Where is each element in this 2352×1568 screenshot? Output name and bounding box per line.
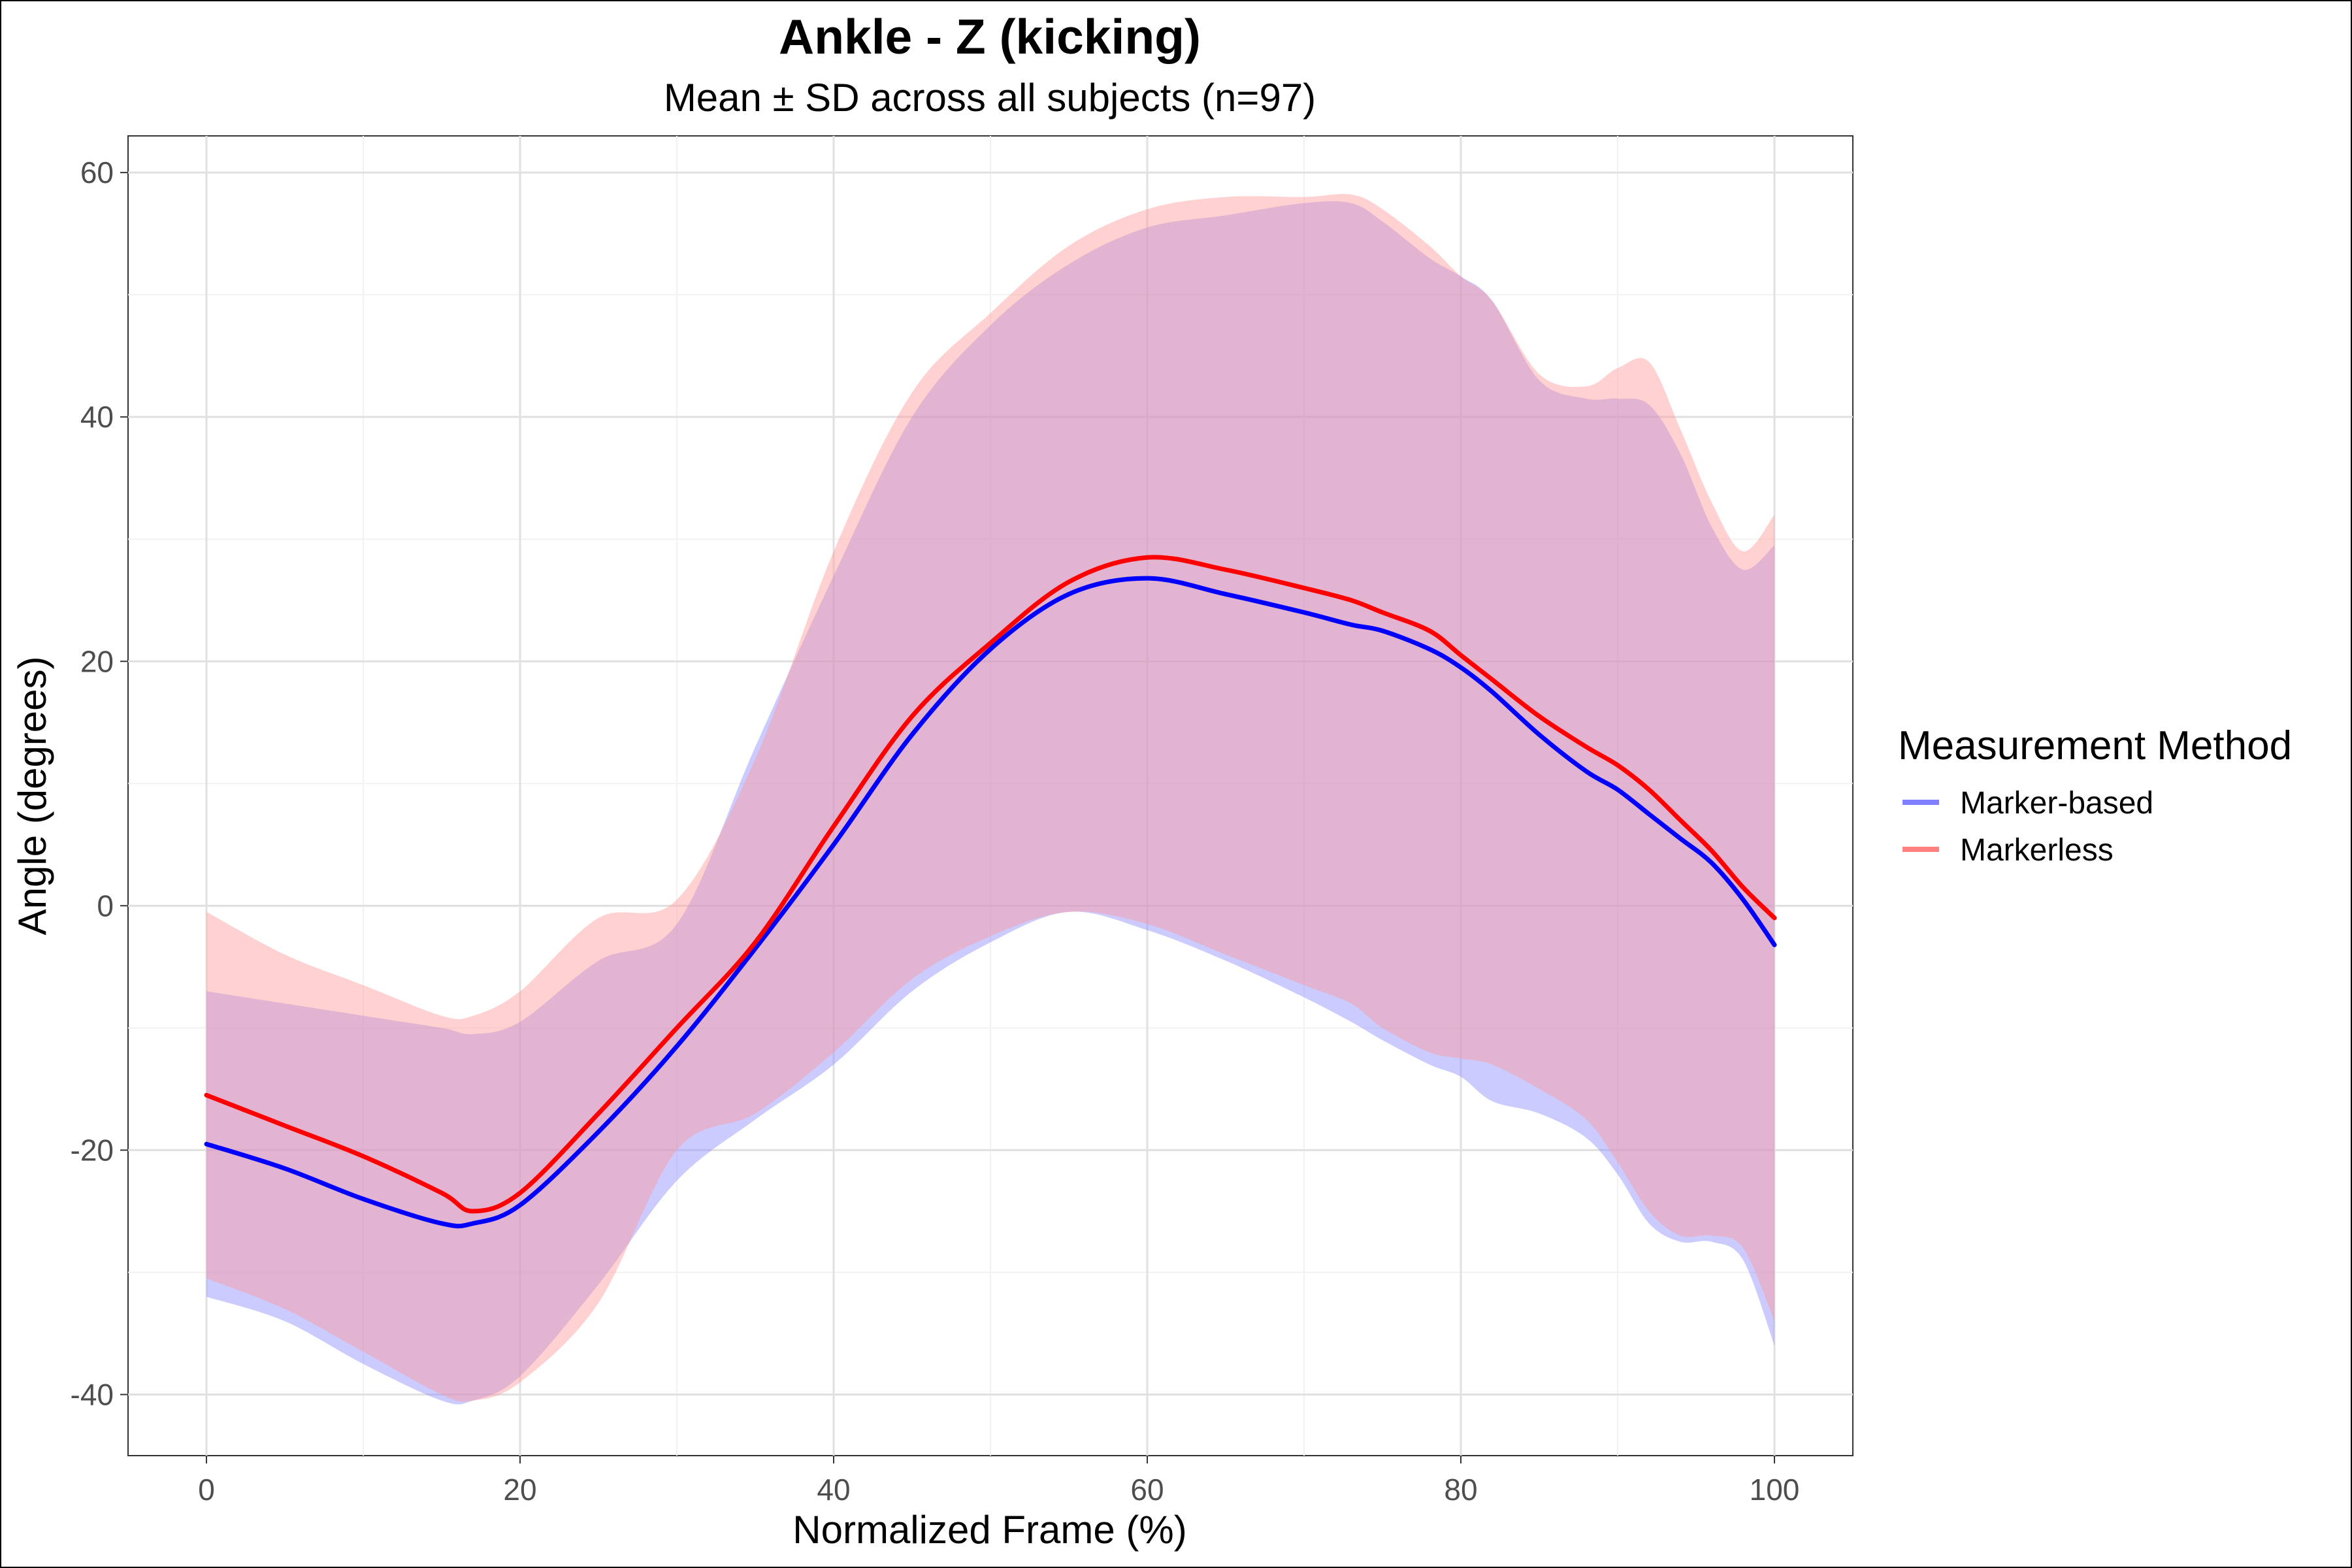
legend-title: Measurement Method (1898, 723, 2292, 768)
mean-lines (204, 555, 1777, 1229)
sd-band-marker-based (206, 201, 1774, 1405)
axes: 0 20 40 60 80 100 -40 -20 0 20 40 60 (71, 155, 1800, 1507)
x-tick-label: 20 (503, 1473, 536, 1507)
sd-bands (206, 193, 1774, 1405)
grid (128, 136, 1853, 1456)
x-tick-label: 0 (198, 1473, 215, 1507)
legend-label-markerless: Markerless (1960, 833, 2114, 868)
legend-label-marker-based: Marker-based (1960, 786, 2153, 821)
sd-band-markerless (206, 193, 1774, 1402)
legend-items: Marker-based Markerless (1903, 786, 2153, 868)
y-tick-label: 40 (80, 400, 114, 434)
y-tick-label: -40 (71, 1377, 114, 1411)
chart-title: Ankle - Z (kicking) (779, 9, 1201, 64)
legend: Measurement Method Marker-based Markerles… (1898, 723, 2292, 868)
x-axis-title: Normalized Frame (%) (792, 1508, 1186, 1552)
chart-subtitle: Mean ± SD across all subjects (n=97) (664, 76, 1316, 120)
mean-line-markerless (204, 555, 1777, 1214)
x-tick-label: 100 (1750, 1473, 1800, 1507)
y-axis-title: Angle (degrees) (10, 657, 54, 936)
x-tick-label: 40 (817, 1473, 850, 1507)
y-tick-label: 0 (97, 889, 114, 923)
x-tick-label: 80 (1444, 1473, 1477, 1507)
y-tick-label: 60 (80, 155, 114, 189)
x-tick-label: 60 (1130, 1473, 1164, 1507)
y-tick-label: 20 (80, 644, 114, 678)
mean-line-marker-based (204, 576, 1777, 1229)
y-tick-label: -20 (71, 1133, 114, 1167)
